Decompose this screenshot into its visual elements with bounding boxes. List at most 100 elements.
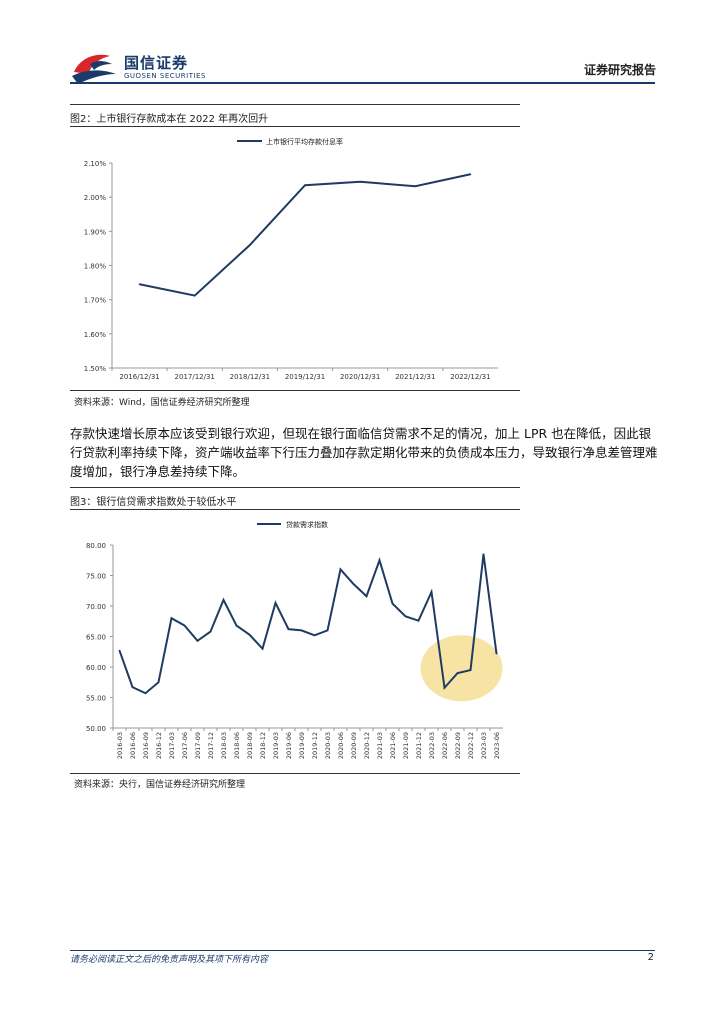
figure2-x-tick-label: 2017/12/31: [175, 373, 215, 381]
figure2-legend-label: 上市银行平均存款付息率: [266, 137, 343, 146]
figure3-x-tick-label: 2021-06: [389, 732, 397, 759]
figure2-y-tick-label: 1.80%: [84, 263, 107, 271]
figure3-y-tick-label: 50.00: [86, 725, 106, 733]
figure3-data-point: [352, 583, 355, 585]
figure3-data-point: [287, 628, 290, 630]
figure3-title-rule: [70, 509, 520, 510]
figure3-x-tick-label: 2017-03: [168, 732, 176, 759]
figure3-legend-label: 贷款需求指数: [286, 520, 328, 529]
figure3-top-rule: [70, 487, 520, 488]
figure2-y-tick-label: 1.70%: [84, 297, 107, 305]
figure3-x-tick-label: 2022-03: [428, 732, 436, 759]
figure3-x-tick-label: 2021-03: [376, 732, 384, 759]
figure2-x-tick-label: 2020/12/31: [340, 373, 380, 381]
figure2-data-point: [469, 173, 472, 176]
figure3-data-point: [495, 652, 498, 655]
figure3-y-tick-label: 80.00: [86, 542, 106, 550]
figure3-data-point: [144, 692, 147, 695]
figure3-x-tick-label: 2022-12: [467, 732, 475, 759]
figure3-data-point: [170, 617, 173, 619]
figure3-y-tick-label: 75.00: [86, 573, 106, 581]
figure2-y-tick-label: 1.50%: [84, 365, 107, 373]
figure3-x-tick-label: 2019-09: [298, 732, 306, 759]
figure3-x-tick-label: 2017-06: [181, 732, 189, 759]
figure2-y-tick-label: 1.90%: [84, 228, 107, 236]
figure3-x-tick-label: 2019-06: [285, 732, 293, 759]
figure3-x-tick-label: 2016-12: [155, 732, 163, 759]
figure3-series-line: [118, 554, 498, 695]
figure3-x-tick-label: 2017-12: [207, 732, 215, 759]
figure3-x-tick-label: 2022-09: [454, 732, 462, 759]
figure3-x-tick-label: 2018-09: [246, 732, 254, 759]
figure3-y-tick-label: 70.00: [86, 603, 106, 611]
figure3-data-point: [430, 591, 433, 593]
body-paragraph: 存款快速增长原本应该受到银行欢迎，但现在银行面临信贷需求不足的情况，加上 LPR…: [70, 426, 658, 479]
figure2-top-rule: [70, 104, 520, 105]
figure3-x-tick-label: 2019-03: [272, 732, 280, 759]
figure3-title: 图3：银行信贷需求指数处于较低水平: [70, 497, 237, 508]
figure2-y-tick-label: 2.10%: [84, 160, 107, 168]
figure3-y-tick-label: 55.00: [86, 695, 106, 703]
figure3-x-tick-label: 2018-12: [259, 732, 267, 759]
figure3-data-point: [248, 633, 251, 636]
figure3-data-point: [274, 602, 277, 604]
figure3-x-tick-label: 2023-06: [493, 732, 501, 759]
figure2-title: 图2：上市银行存款成本在 2022 年再次回升: [70, 114, 269, 125]
figure3-data-point: [482, 553, 485, 555]
figure3-x-tick-label: 2018-06: [233, 732, 241, 759]
figure3-data-point: [326, 629, 329, 632]
figure3-data-point: [391, 602, 394, 605]
figure3-source: 资料来源：央行，国信证券经济研究所整理: [74, 780, 246, 790]
figure2-title-rule: [70, 126, 520, 127]
figure2-data-point: [138, 283, 141, 286]
figure2-bottom-rule: [70, 390, 520, 391]
figure2-source: 资料来源：Wind，国信证券经济研究所整理: [74, 398, 250, 408]
figure2-x-tick-label: 2018/12/31: [230, 373, 270, 381]
figure3-highlight-ellipse: [420, 635, 503, 702]
figure3-data-point: [131, 686, 134, 688]
logo-mark-icon: [72, 54, 116, 84]
figure2-data-point: [193, 294, 196, 297]
page-number: 2: [647, 952, 654, 963]
figure3-x-tick-label: 2016-03: [116, 732, 124, 759]
figure3-data-point: [209, 630, 212, 633]
figure3-data-point: [404, 615, 407, 618]
figure3-x-tick-label: 2020-03: [324, 732, 332, 759]
figure3-data-point: [261, 647, 264, 650]
figure2-data-point: [359, 180, 361, 183]
footer-disclaimer: 请务必阅读正文之后的免责声明及其项下所有内容: [70, 955, 269, 965]
figure3-data-point: [339, 568, 342, 571]
footer-divider: [70, 950, 655, 951]
figure2-data-point: [249, 244, 251, 246]
figure3-x-tick-label: 2018-03: [220, 732, 228, 759]
figure3-data-point: [378, 559, 381, 562]
figure2-data-point: [414, 185, 417, 188]
figure3-data-point: [300, 629, 303, 632]
figure3-x-tick-label: 2020-12: [363, 732, 371, 759]
figure3-x-tick-label: 2016-09: [142, 732, 150, 759]
figure3-data-point: [183, 624, 186, 627]
figure3-x-tick-label: 2023-03: [480, 732, 488, 759]
figure3-x-tick-label: 2021-12: [415, 732, 423, 759]
figure2-x-tick-label: 2021/12/31: [395, 373, 435, 381]
figure3-x-tick-label: 2019-12: [311, 732, 319, 759]
figure3-data-point: [365, 595, 368, 598]
figure2-y-tick-label: 2.00%: [84, 194, 107, 202]
figure3-data-point: [235, 624, 238, 627]
figure2-y-tick-label: 1.60%: [84, 331, 107, 339]
figure3-x-tick-label: 2020-09: [350, 732, 358, 759]
figure3-bottom-rule: [70, 773, 520, 774]
figure3-x-tick-label: 2016-06: [129, 732, 137, 759]
figure3-x-tick-label: 2022-06: [441, 732, 449, 759]
figure3-y-tick-label: 65.00: [86, 634, 106, 642]
logo-text-cn: 国信证券: [124, 54, 189, 72]
logo-text-en: GUOSEN SECURITIES: [124, 72, 206, 80]
figure3-data-point: [118, 649, 121, 652]
figure3-x-tick-label: 2020-06: [337, 732, 345, 759]
figure2-x-tick-label: 2019/12/31: [285, 373, 325, 381]
figure3-data-point: [222, 599, 225, 601]
company-logo: 国信证券 GUOSEN SECURITIES: [70, 50, 240, 86]
figure3-data-point: [417, 619, 420, 622]
